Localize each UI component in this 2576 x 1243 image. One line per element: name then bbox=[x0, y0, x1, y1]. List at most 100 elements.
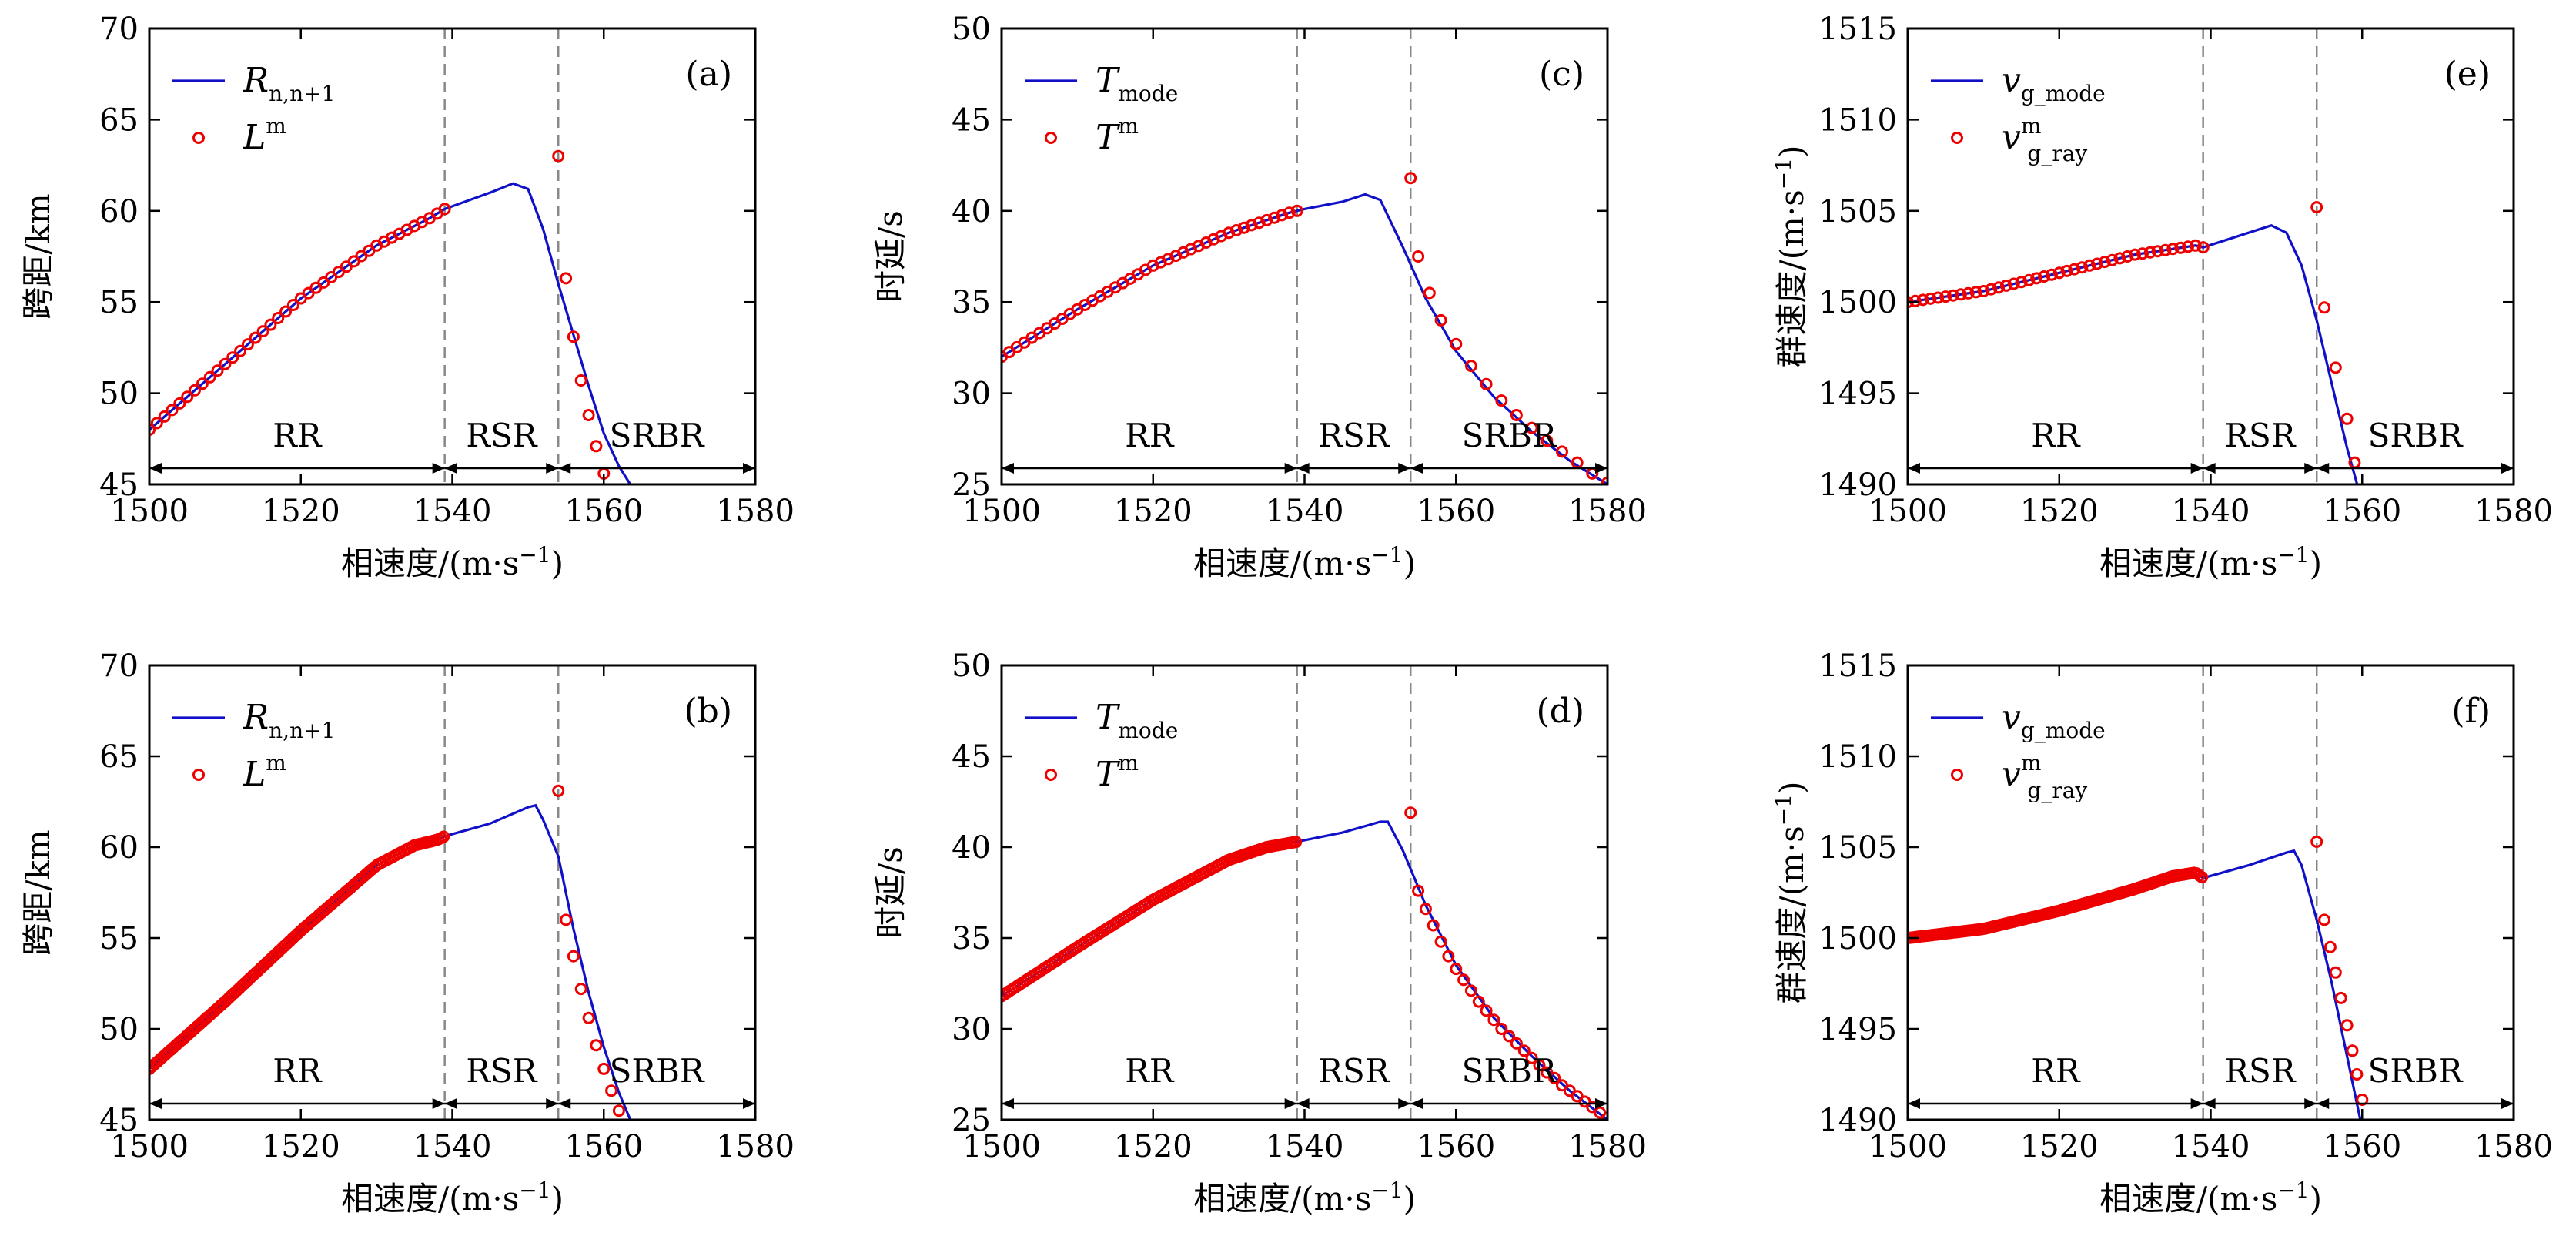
y-tick-label: 1490 bbox=[1818, 1103, 1897, 1138]
y-tick-label: 65 bbox=[99, 102, 139, 138]
y-tick-label: 60 bbox=[99, 830, 139, 866]
y-tick-label: 1495 bbox=[1818, 1012, 1897, 1047]
arrow-head-right-icon bbox=[1595, 463, 1607, 474]
data-point bbox=[1412, 250, 1425, 263]
data-point bbox=[2113, 252, 2126, 265]
x-axis-title: 相速度/(m·s−1) bbox=[1193, 542, 1416, 583]
x-tick-label: 1520 bbox=[2020, 494, 2099, 529]
data-point bbox=[1954, 288, 1967, 301]
x-axis-title: 相速度/(m·s−1) bbox=[1193, 1178, 1416, 1218]
y-tick-label: 40 bbox=[952, 830, 991, 866]
y-tick-label: 1495 bbox=[1818, 377, 1897, 412]
x-tick-label: 1560 bbox=[2323, 494, 2401, 529]
data-point bbox=[2068, 263, 2081, 276]
data-point bbox=[1541, 434, 1554, 447]
data-point bbox=[1245, 219, 1258, 232]
data-point bbox=[1464, 984, 1477, 997]
arrow-head-left-icon bbox=[558, 463, 571, 474]
data-point bbox=[2106, 253, 2119, 266]
data-point bbox=[1434, 935, 1447, 948]
panel-label: (c) bbox=[1539, 55, 1584, 94]
legend-marker-swatch bbox=[1045, 132, 1057, 144]
y-tick-label: 45 bbox=[99, 1103, 139, 1138]
region-arrow-srbr bbox=[558, 463, 755, 474]
arrow-head-left-icon bbox=[1410, 463, 1423, 474]
y-tick-label: 25 bbox=[952, 1103, 991, 1138]
arrow-head-left-icon bbox=[2203, 1098, 2216, 1109]
legend-label: Tm bbox=[1096, 750, 1139, 794]
data-point bbox=[1423, 286, 1436, 300]
data-point bbox=[1290, 836, 1303, 849]
data-point bbox=[1992, 281, 2006, 294]
x-tick-label: 1500 bbox=[1868, 494, 1947, 529]
region-label: RSR bbox=[1318, 1052, 1390, 1090]
x-tick-label: 1520 bbox=[262, 494, 340, 529]
legend-label: vm g_ray bbox=[2002, 113, 2087, 166]
y-axis-title: 跨距/km bbox=[19, 829, 57, 955]
y-tick-label: 35 bbox=[952, 921, 991, 957]
data-point bbox=[2196, 871, 2209, 884]
y-axis-title: 时延/s bbox=[871, 846, 909, 939]
arrow-head-right-icon bbox=[1284, 463, 1297, 474]
y-axis-title: 时延/s bbox=[871, 210, 909, 303]
x-tick-label: 1580 bbox=[716, 1129, 795, 1164]
arrow-head-left-icon bbox=[1908, 463, 1920, 474]
region-label: RSR bbox=[466, 1052, 537, 1090]
y-tick-label: 30 bbox=[952, 377, 991, 412]
data-point bbox=[1237, 221, 1250, 234]
region-label: RSR bbox=[2224, 1052, 2296, 1090]
data-point bbox=[2060, 264, 2073, 277]
data-point bbox=[264, 318, 277, 331]
y-tick-label: 45 bbox=[99, 467, 139, 503]
arrow-head-left-icon bbox=[149, 1098, 162, 1109]
panel-label: (d) bbox=[1537, 692, 1585, 731]
x-tick-label: 1580 bbox=[2474, 494, 2553, 529]
y-axis-title: 群速度/(m·s−1) bbox=[1771, 782, 1812, 1004]
data-point bbox=[1969, 286, 1982, 299]
arrow-head-right-icon bbox=[1595, 1098, 1607, 1109]
data-point bbox=[1442, 950, 1455, 963]
legend: Rn,n+1 Lm bbox=[172, 61, 335, 157]
data-point bbox=[2329, 361, 2342, 374]
arrow-head-right-icon bbox=[2304, 463, 2317, 474]
arrow-head-right-icon bbox=[1398, 463, 1411, 474]
arrow-head-right-icon bbox=[1284, 1098, 1297, 1109]
data-point bbox=[2007, 277, 2020, 290]
data-point bbox=[1260, 213, 1273, 226]
region-label: RR bbox=[273, 417, 323, 454]
region-label: RR bbox=[2031, 1052, 2081, 1090]
arrow-head-right-icon bbox=[546, 1098, 559, 1109]
data-point bbox=[249, 331, 262, 344]
data-point bbox=[2318, 301, 2331, 314]
x-tick-label: 1560 bbox=[1417, 1129, 1495, 1164]
y-tick-label: 1510 bbox=[1818, 102, 1897, 138]
data-point bbox=[2098, 256, 2111, 269]
legend: vg_mode vm g_ray bbox=[1931, 61, 2106, 166]
arrow-head-left-icon bbox=[444, 1098, 457, 1109]
data-point bbox=[1480, 1004, 1493, 1017]
legend: Rn,n+1 Lm bbox=[172, 698, 335, 794]
y-tick-label: 1510 bbox=[1818, 739, 1897, 775]
data-point bbox=[1268, 211, 1281, 224]
data-point bbox=[1230, 224, 1243, 236]
data-point bbox=[2090, 257, 2103, 270]
data-point bbox=[2083, 259, 2096, 272]
legend-marker-swatch bbox=[192, 132, 205, 144]
region-arrow-rr bbox=[1908, 463, 2203, 474]
y-tick-label: 1505 bbox=[1818, 194, 1897, 230]
data-point bbox=[2318, 913, 2331, 926]
y-axis-title: 群速度/(m·s−1) bbox=[1771, 146, 1812, 368]
region-label: SRBR bbox=[1462, 417, 1557, 454]
x-tick-label: 1560 bbox=[2323, 1129, 2401, 1164]
legend-label: vm g_ray bbox=[2002, 750, 2087, 803]
data-point bbox=[2076, 261, 2089, 274]
data-point bbox=[612, 1104, 625, 1117]
arrow-head-right-icon bbox=[546, 463, 559, 474]
data-point bbox=[234, 344, 247, 357]
x-tick-label: 1520 bbox=[1114, 494, 1193, 529]
arrow-head-left-icon bbox=[1002, 1098, 1014, 1109]
x-tick-label: 1500 bbox=[110, 494, 189, 529]
data-point bbox=[1601, 476, 1607, 484]
data-point bbox=[2310, 201, 2323, 214]
arrow-head-right-icon bbox=[1398, 1098, 1411, 1109]
